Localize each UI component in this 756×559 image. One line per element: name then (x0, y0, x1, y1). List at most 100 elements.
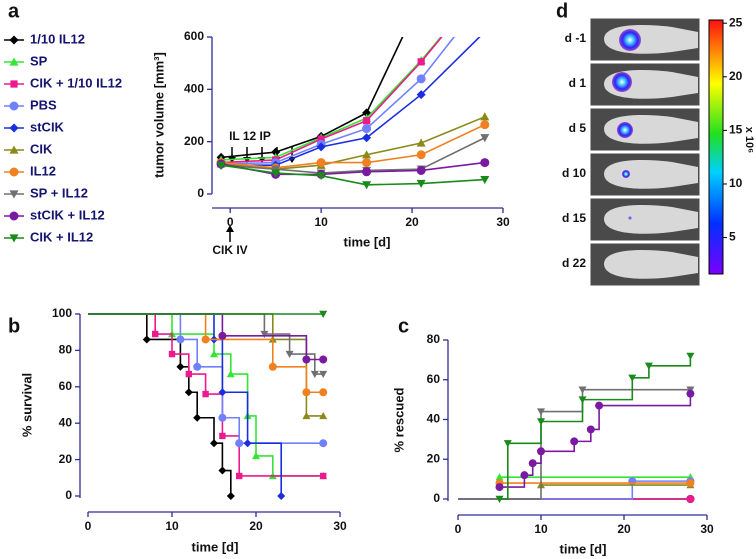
step-segment (541, 389, 584, 413)
marker (480, 0, 489, 2)
step-segment (264, 333, 291, 355)
marker (595, 401, 604, 410)
legend-label: CIK + 1/10 IL12 (30, 75, 122, 90)
x-tick-label: 30 (496, 215, 510, 229)
marker (520, 471, 529, 480)
x-tick-label: 20 (405, 215, 419, 229)
marker (320, 472, 327, 480)
y-tick-label: 100 (52, 306, 72, 320)
signal (622, 170, 630, 178)
x-tick-label: 10 (165, 519, 179, 533)
series (216, 37, 481, 170)
step-segment (214, 338, 224, 393)
step-segment (214, 442, 224, 471)
marker (218, 331, 227, 340)
y-tick-label: 0 (433, 491, 440, 505)
x-tick-label: 30 (333, 519, 347, 533)
x-tick-label: 10 (314, 215, 328, 229)
x-tick-label: 20 (617, 522, 631, 536)
marker (243, 439, 252, 448)
panel-1: b 0 20 40 60 80 100 0 10 20 30 time [d] % survival (8, 306, 347, 554)
step-segment (214, 353, 232, 375)
y-axis-label: % survival (19, 373, 34, 437)
y-tick-label: 200 (184, 134, 204, 148)
marker (416, 179, 426, 189)
step-segment (88, 313, 156, 335)
legend-label: SP (30, 53, 48, 68)
step-segment (88, 313, 148, 340)
marker (184, 388, 193, 397)
legend-marker (9, 211, 19, 221)
marker (218, 388, 227, 397)
step-segment (188, 391, 198, 418)
legend-label: IL12 (30, 163, 56, 178)
marker (319, 411, 328, 420)
marker (362, 167, 372, 177)
mouse-body (604, 159, 698, 189)
x-axis-label: time [d] (344, 234, 391, 249)
legend-label: SP + IL12 (30, 185, 88, 200)
marker (495, 495, 504, 503)
marker (480, 120, 490, 130)
series-line (220, 164, 485, 186)
colorbar-tick-label: 10 (729, 176, 743, 190)
step-segment (256, 455, 274, 476)
panel-3: d d -1 d 1 d 5 d 10 d 15 d 22 5 10 15 20 25 x 10⁶ (556, 0, 755, 287)
signal (628, 216, 632, 220)
step-segment (180, 338, 198, 367)
series-line (221, 123, 486, 169)
marker (537, 418, 545, 426)
marker (686, 352, 695, 360)
mouse-body (604, 24, 698, 54)
step-segment (499, 443, 509, 500)
marker (686, 479, 695, 488)
x-tick-label: 0 (227, 215, 234, 229)
legend-marker (9, 167, 19, 177)
x-tick-label: 30 (700, 522, 714, 536)
marker (310, 370, 319, 379)
marker (362, 124, 372, 134)
marker (226, 370, 235, 378)
y-tick-label: 0 (197, 186, 204, 200)
marker (578, 396, 587, 404)
legend-marker (9, 234, 19, 243)
marker (480, 134, 490, 143)
marker (302, 388, 311, 397)
panel-label: a (8, 0, 20, 22)
marker (416, 90, 426, 100)
colorbar-tick-label: 20 (729, 69, 743, 83)
marker (495, 483, 504, 492)
image-label: d 10 (562, 166, 586, 180)
legend-marker (10, 80, 18, 88)
marker (319, 310, 328, 318)
mouse-body (604, 204, 698, 234)
signal (612, 72, 632, 92)
marker (686, 389, 695, 398)
image-label: d 5 (569, 121, 587, 135)
marker (218, 413, 227, 422)
image-label: d 22 (562, 256, 586, 270)
signal (617, 122, 633, 138)
colorbar-label: x 10⁶ (743, 127, 755, 153)
series-line (221, 137, 486, 174)
y-axis-label: tumor volume [mm³] (151, 52, 166, 178)
y-tick-label: 20 (59, 452, 73, 466)
marker (201, 335, 210, 344)
marker (210, 439, 218, 448)
image-label: d 1 (569, 76, 587, 90)
step-segment (247, 415, 257, 456)
legend-marker (9, 101, 19, 111)
x-tick-label: 20 (249, 519, 263, 533)
colorbar (708, 19, 724, 275)
marker (193, 362, 202, 371)
panel-2: c 0 20 40 60 80 0 10 20 30 time [d] % rescued (391, 315, 714, 556)
legend-marker (9, 123, 19, 133)
marker (628, 477, 637, 486)
marker (319, 355, 328, 364)
step-segment (289, 353, 316, 375)
colorbar-tick-label: 25 (729, 15, 743, 29)
marker (202, 390, 209, 398)
y-axis-label: % rescued (391, 387, 406, 452)
x-tick-label: 10 (534, 522, 548, 536)
marker (537, 447, 545, 456)
